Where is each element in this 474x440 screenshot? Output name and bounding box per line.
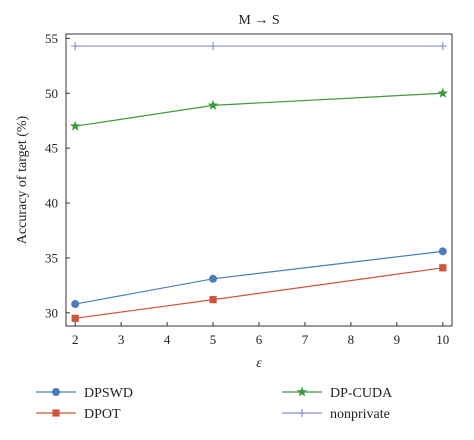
series-dpswd bbox=[71, 247, 447, 309]
x-tick-label: 5 bbox=[210, 332, 217, 347]
data-point-nonprivate bbox=[438, 42, 447, 51]
data-point-dpot bbox=[439, 264, 447, 272]
chart-title: M → S bbox=[238, 13, 279, 28]
x-tick-label: 10 bbox=[436, 332, 449, 347]
x-tick-label: 6 bbox=[256, 332, 263, 347]
series-layer bbox=[69, 42, 449, 322]
series-nonprivate bbox=[71, 42, 447, 51]
legend-label-dpswd: DPSWD bbox=[84, 386, 133, 401]
x-tick-label: 2 bbox=[72, 332, 79, 347]
x-axis-label: ε bbox=[256, 356, 262, 371]
series-dp-cuda bbox=[69, 87, 449, 131]
legend: DPSWD DP-CUDA DPOT nonprivate bbox=[36, 386, 393, 422]
y-axis-label: Accuracy of target (%) bbox=[15, 115, 30, 244]
legend-label-dp-cuda: DP-CUDA bbox=[330, 386, 393, 401]
data-point-dpswd bbox=[438, 247, 447, 256]
legend-marker-dp-cuda bbox=[296, 386, 308, 397]
x-tick-label: 9 bbox=[394, 332, 401, 347]
legend-marker-nonprivate bbox=[298, 409, 306, 417]
y-axis-ticks: 30 35 40 45 50 55 bbox=[45, 31, 70, 320]
series-dpot bbox=[71, 264, 447, 322]
legend-item-dpot: DPOT bbox=[36, 407, 121, 422]
data-point-nonprivate bbox=[71, 42, 80, 51]
legend-item-dp-cuda: DP-CUDA bbox=[282, 386, 393, 401]
plot-frame bbox=[65, 33, 453, 327]
legend-item-nonprivate: nonprivate bbox=[282, 407, 390, 422]
data-point-dpswd bbox=[71, 300, 80, 309]
y-tick-label: 50 bbox=[45, 86, 58, 101]
data-point-nonprivate bbox=[209, 42, 218, 51]
x-axis-ticks: 2 3 4 5 6 7 8 9 10 bbox=[72, 322, 449, 347]
series-line-dp-cuda bbox=[75, 92, 443, 127]
data-point-dpot bbox=[209, 296, 217, 304]
series-line-dpswd bbox=[75, 250, 443, 305]
data-point-dp-cuda bbox=[437, 87, 449, 98]
y-tick-label: 45 bbox=[45, 141, 58, 156]
data-point-dpot bbox=[71, 314, 79, 322]
legend-label-dpot: DPOT bbox=[84, 407, 121, 422]
x-tick-label: 4 bbox=[164, 332, 171, 347]
data-point-dp-cuda bbox=[69, 120, 81, 131]
series-line-dpot bbox=[75, 267, 443, 319]
x-tick-label: 7 bbox=[302, 332, 309, 347]
x-tick-label: 3 bbox=[118, 332, 125, 347]
data-point-dp-cuda bbox=[207, 99, 219, 110]
legend-marker-dpot bbox=[52, 409, 60, 417]
data-point-dpswd bbox=[209, 274, 218, 283]
legend-item-dpswd: DPSWD bbox=[36, 386, 133, 401]
x-tick-label: 8 bbox=[348, 332, 355, 347]
legend-label-nonprivate: nonprivate bbox=[330, 407, 390, 422]
y-tick-label: 55 bbox=[45, 31, 58, 46]
legend-marker-dpswd bbox=[52, 388, 60, 396]
y-tick-label: 35 bbox=[45, 250, 58, 265]
y-tick-label: 40 bbox=[45, 196, 58, 211]
y-tick-label: 30 bbox=[45, 305, 58, 320]
